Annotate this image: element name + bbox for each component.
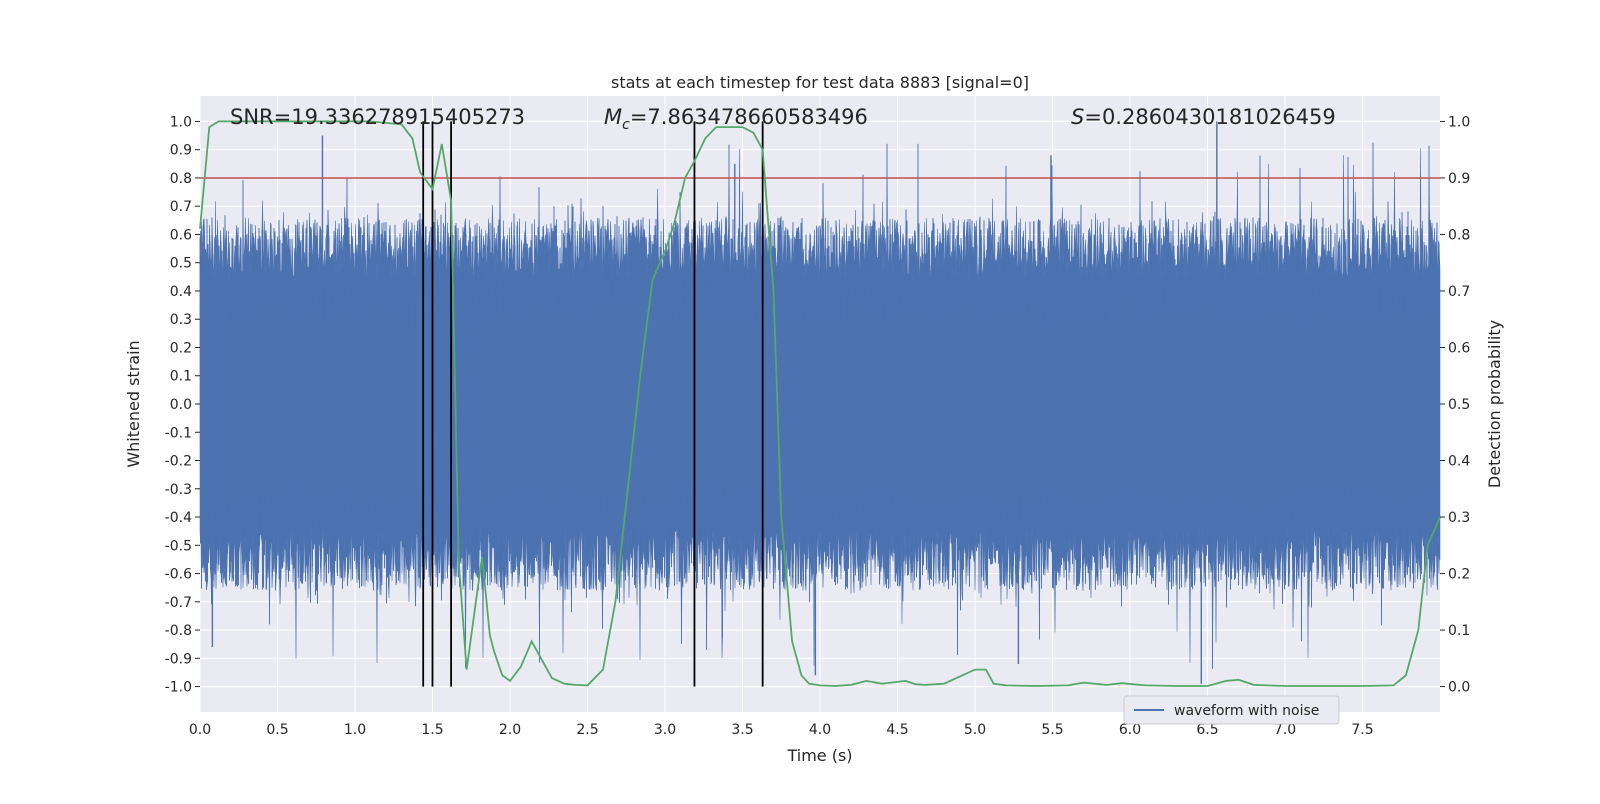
left-y-tick-label: -0.7 [165,595,192,611]
x-tick-label: 1.0 [344,722,366,738]
left-y-tick-label: -0.8 [165,623,192,639]
x-tick-label: 7.5 [1351,722,1373,738]
x-tick-label: 2.0 [499,722,521,738]
left-y-axis-label: Whitened strain [124,340,143,467]
s-value: =0.2860430181026459 [1084,105,1335,129]
right-y-tick-label: 0.1 [1448,623,1470,639]
chirp-mass-symbol: M [604,105,622,129]
x-ticks: 0.0 0.5 1.0 1.5 2.0 2.5 3.0 3.5 4.0 4.5 5.0 5.5 6.0 6… [189,722,1374,738]
left-y-ticks: -1.0 -0.9 -0.8 -0.7 -0.6 -0.5 -0.4 -0.3 -0.2 -0.1… [165,114,200,696]
chart-title: stats at each timestep for test data 888… [611,73,1029,92]
s-symbol: S [1071,105,1084,129]
left-y-tick-label: -0.2 [165,454,192,470]
chirp-mass-value: =7.863478660583496 [630,105,868,129]
left-y-tick-label: 1.0 [170,114,192,130]
left-y-tick-label: 0.6 [170,227,192,243]
vertical-markers [422,121,764,687]
x-tick-label: 7.0 [1274,722,1296,738]
left-y-tick-label: 0.5 [170,256,192,272]
chirp-mass-subscript: c [622,117,630,133]
left-y-tick-label: -0.6 [165,567,192,583]
legend-label-waveform: waveform with noise [1174,703,1319,719]
x-tick-label: 4.5 [886,722,908,738]
right-y-tick-label: 0.6 [1448,340,1470,356]
x-tick-label: 2.5 [576,722,598,738]
snr-annotation: SNR=19.336278915405273 [230,105,525,129]
x-tick-label: 0.0 [189,722,211,738]
x-tick-label: 6.5 [1196,722,1218,738]
left-y-tick-label: 0.1 [170,369,192,385]
probability-series-line [199,120,1441,687]
x-tick-label: 3.0 [654,722,676,738]
right-y-tick-label: 0.2 [1448,567,1470,583]
right-y-tick-label: 1.0 [1448,114,1470,130]
left-y-tick-label: -0.9 [165,651,192,667]
x-tick-label: 0.5 [266,722,288,738]
legend-box [1123,695,1340,725]
right-y-axis-label: Detection probability [1485,320,1504,488]
left-y-tick-label: 0.3 [170,312,192,328]
left-y-tick-label: -0.3 [165,482,192,498]
right-y-tick-label: 0.8 [1448,227,1470,243]
left-y-tick-label: 0.8 [170,171,192,187]
x-tick-label: 6.0 [1119,722,1141,738]
right-y-tick-label: 0.5 [1448,397,1470,413]
left-y-tick-label: -1.0 [165,680,192,696]
x-tick-label: 3.5 [731,722,753,738]
x-tick-label: 4.0 [809,722,831,738]
waveform-spikes [199,142,1440,669]
right-y-tick-label: 0.7 [1448,284,1470,300]
right-y-ticks: 0.0 0.1 0.2 0.3 0.4 0.5 0.6 0.7 0.8 0.9 1.0 [1440,114,1470,696]
left-y-tick-label: -0.1 [165,425,192,441]
legend: waveform with noise [1123,695,1340,725]
left-y-tick-label: -0.5 [165,538,192,554]
left-y-tick-label: 0.0 [170,397,192,413]
right-y-tick-label: 0.3 [1448,510,1470,526]
left-y-tick-label: 0.7 [170,199,192,215]
left-y-tick-label: 0.4 [170,284,192,300]
waveform-series [199,121,1441,684]
right-y-tick-label: 0.0 [1448,680,1470,696]
x-tick-label: 5.5 [1041,722,1063,738]
right-y-tick-label: 0.9 [1448,171,1470,187]
x-tick-label: 1.5 [421,722,443,738]
right-y-tick-label: 0.4 [1448,454,1470,470]
x-axis-label: Time (s) [786,746,852,765]
left-y-tick-label: 0.9 [170,143,192,159]
x-tick-label: 5.0 [964,722,986,738]
left-y-tick-label: -0.4 [165,510,192,526]
s-annotation: S=0.2860430181026459 [1071,105,1336,129]
chirp-mass-annotation: Mc=7.863478660583496 [604,105,868,133]
left-y-tick-label: 0.2 [170,340,192,356]
